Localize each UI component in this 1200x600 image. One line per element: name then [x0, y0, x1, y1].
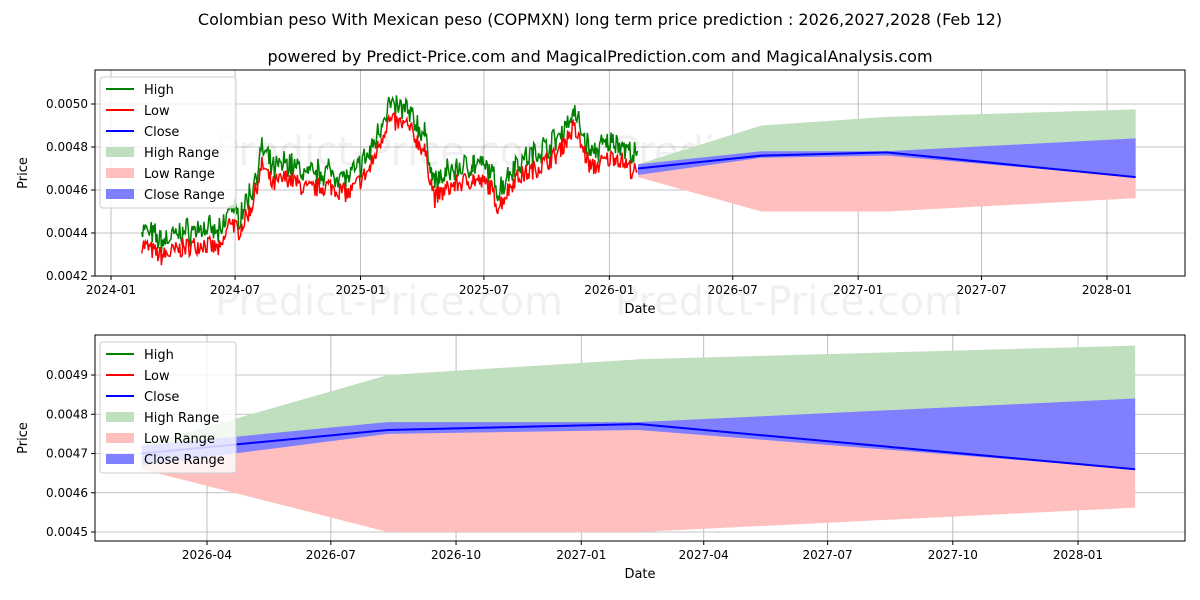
low-range-band — [637, 152, 1136, 212]
close-line — [637, 151, 1136, 179]
legend-label: High Range — [144, 146, 219, 161]
legend-label: Low Range — [144, 432, 215, 447]
legend-label: High — [144, 83, 174, 98]
low-range-band — [141, 424, 1136, 532]
y-tick-label: 0.0046 — [46, 183, 88, 197]
watermark: Predict-Price.com — [615, 279, 963, 325]
x-tick-label: 2026-07 — [306, 548, 356, 562]
legend-label: High — [144, 348, 174, 363]
x-tick-label: 2024-07 — [210, 283, 260, 297]
y-axis-label: Price — [16, 157, 31, 189]
x-tick-label: 2025-01 — [335, 283, 385, 297]
legend: High Low Close High Range Low Range Close Ran… — [99, 76, 237, 209]
low-line — [140, 112, 638, 266]
y-tick-label: 0.0044 — [46, 226, 88, 240]
legend-swatch — [106, 147, 134, 157]
y-tick-label: 0.0048 — [46, 140, 88, 154]
plot-2: 2026-04 2026-07 2026-10 2027-01 2027-04 2027-… — [16, 334, 1186, 582]
x-tick-label: 2028-01 — [1053, 548, 1103, 562]
close-range-band — [637, 138, 1136, 178]
x-tick-label: 2026-01 — [584, 283, 634, 297]
x-tick-label: 2027-10 — [928, 548, 978, 562]
legend-swatch — [106, 433, 134, 443]
axes-frame — [94, 334, 1186, 542]
y-tick-label: 0.0049 — [46, 368, 88, 382]
legend-label: Close Range — [144, 188, 225, 203]
chart-title: Colombian peso With Mexican peso (COPMXN… — [197, 10, 1003, 29]
y-tick-label: 0.0050 — [46, 97, 88, 111]
legend-label: Close — [144, 125, 179, 140]
x-tick-label: 2024-01 — [86, 283, 136, 297]
x-tick-label: 2026-10 — [431, 548, 481, 562]
legend-label: Low Range — [144, 167, 215, 182]
y-tick-label: 0.0047 — [46, 447, 88, 461]
y-tick-label: 0.0048 — [46, 407, 88, 421]
close-range-band — [141, 398, 1136, 470]
legend-label: Low — [144, 369, 170, 384]
y-tick-label: 0.0042 — [46, 269, 88, 283]
axes-frame — [94, 69, 1186, 277]
close-line — [141, 423, 1136, 471]
chart-subtitle: powered by Predict-Price.com and Magical… — [267, 47, 933, 66]
x-tick-label: 2027-04 — [679, 548, 729, 562]
legend-swatch — [106, 189, 134, 199]
x-tick-label: 2028-01 — [1082, 283, 1132, 297]
x-tick-label: 2027-01 — [833, 283, 883, 297]
x-tick-label: 2026-07 — [708, 283, 758, 297]
plot-1: 2024-01 2024-07 2025-01 2025-07 2026-01 2026-… — [16, 69, 1186, 325]
plot-area — [141, 345, 1136, 532]
legend-swatch — [106, 454, 134, 464]
x-tick-label: 2027-01 — [556, 548, 606, 562]
watermark: Predict-Price.com — [215, 129, 563, 175]
legend-label: High Range — [144, 411, 219, 426]
legend-swatch — [106, 412, 134, 422]
high-line — [140, 95, 639, 253]
x-axis-label: Date — [624, 302, 655, 317]
y-tick-label: 0.0046 — [46, 486, 88, 500]
x-tick-label: 2026-04 — [182, 548, 232, 562]
y-axis-label: Price — [16, 422, 31, 454]
x-tick-label: 2027-07 — [803, 548, 853, 562]
x-tick-label: 2027-07 — [956, 283, 1006, 297]
legend-label: Close — [144, 390, 179, 405]
plot-area — [140, 95, 1136, 266]
watermark: Predict-Price.com — [215, 279, 563, 325]
legend: High Low Close High Range Low Range Close Ran… — [99, 341, 237, 474]
legend-swatch — [106, 168, 134, 178]
legend-label: Close Range — [144, 453, 225, 468]
x-tick-label: 2025-07 — [459, 283, 509, 297]
legend-label: Low — [144, 104, 170, 119]
x-axis-label: Date — [624, 567, 655, 582]
y-tick-label: 0.0045 — [46, 525, 88, 539]
